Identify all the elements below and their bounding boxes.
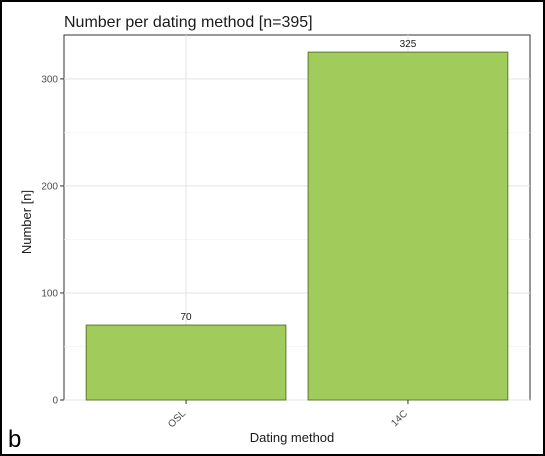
y-axis-title: Number [n] xyxy=(19,190,34,254)
bar-osl xyxy=(85,324,287,401)
bar-value-label: 70 xyxy=(180,312,192,323)
y-tick-label: 300 xyxy=(41,74,58,85)
x-tick-label: OSL xyxy=(166,408,188,430)
bar-value-label: 325 xyxy=(400,39,417,50)
chart-title: Number per dating method [n=395] xyxy=(64,14,313,31)
panel-letter: b xyxy=(8,426,21,453)
bar-14c xyxy=(307,51,509,401)
x-tick-label: 14C xyxy=(389,408,410,429)
bars: 70 325 xyxy=(85,39,509,401)
y-axis-ticks: 0 100 200 300 xyxy=(41,74,64,407)
y-tick-label: 200 xyxy=(41,181,58,192)
y-tick-label: 100 xyxy=(41,288,58,299)
x-axis-ticks: OSL 14C xyxy=(166,400,410,430)
y-tick-label: 0 xyxy=(52,396,58,407)
x-axis-title: Dating method xyxy=(250,430,335,445)
